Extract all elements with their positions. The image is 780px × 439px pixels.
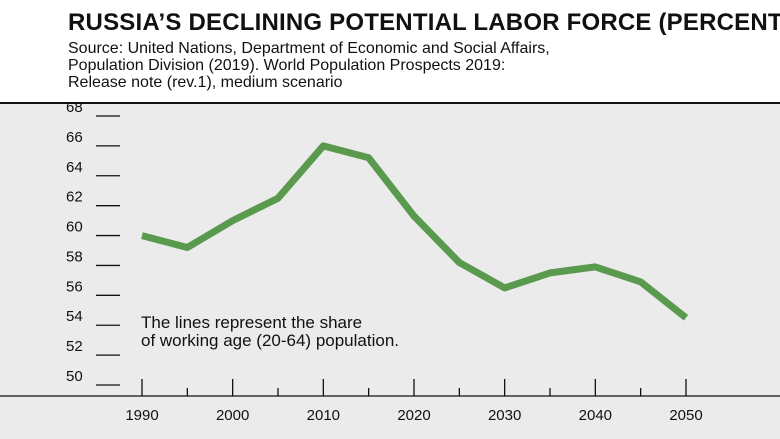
x-axis: 1990 2000 2010 2020 2030 2040 2050: [0, 379, 780, 424]
source-note: Source: United Nations, Department of Ec…: [68, 40, 768, 91]
x-tick-label: 2040: [579, 407, 612, 424]
annotation-line: of working age (20-64) population.: [141, 331, 399, 350]
y-tick-label: 62: [66, 189, 83, 206]
y-tick-label: 50: [66, 368, 83, 385]
x-tick-label: 2010: [307, 407, 340, 424]
source-line: Release note (rev.1), medium scenario: [68, 74, 343, 91]
y-tick-label: 54: [66, 308, 83, 325]
y-tick-label: 68: [66, 99, 83, 116]
series-group: [141, 142, 689, 321]
annotation-line: The lines represent the share: [141, 313, 363, 332]
x-tick-label: 2000: [216, 407, 249, 424]
source-line: Population Division (2019). World Popula…: [68, 57, 506, 74]
y-tick-label: 56: [66, 278, 83, 295]
x-tick-label: 1990: [125, 407, 158, 424]
y-tick-label: 64: [66, 159, 83, 176]
y-tick-label: 58: [66, 248, 83, 265]
source-line: Source: United Nations, Department of Ec…: [68, 40, 550, 57]
plot-area: [0, 104, 780, 439]
y-tick-label: 66: [66, 129, 83, 146]
chart-title: RUSSIA’S DECLINING POTENTIAL LABOR FORCE…: [68, 9, 780, 36]
x-tick-label: 2050: [669, 407, 702, 424]
x-tick-label: 2030: [488, 407, 521, 424]
y-axis: 50 52 54 56 58 60 62 64 66 68: [66, 99, 120, 386]
y-tick-label: 52: [66, 338, 83, 355]
y-tick-label: 60: [66, 219, 83, 236]
series-line: [141, 142, 689, 321]
chart-annotation: The lines represent the share of working…: [141, 314, 399, 350]
header-rule: [0, 102, 780, 104]
x-tick-label: 2020: [397, 407, 430, 424]
